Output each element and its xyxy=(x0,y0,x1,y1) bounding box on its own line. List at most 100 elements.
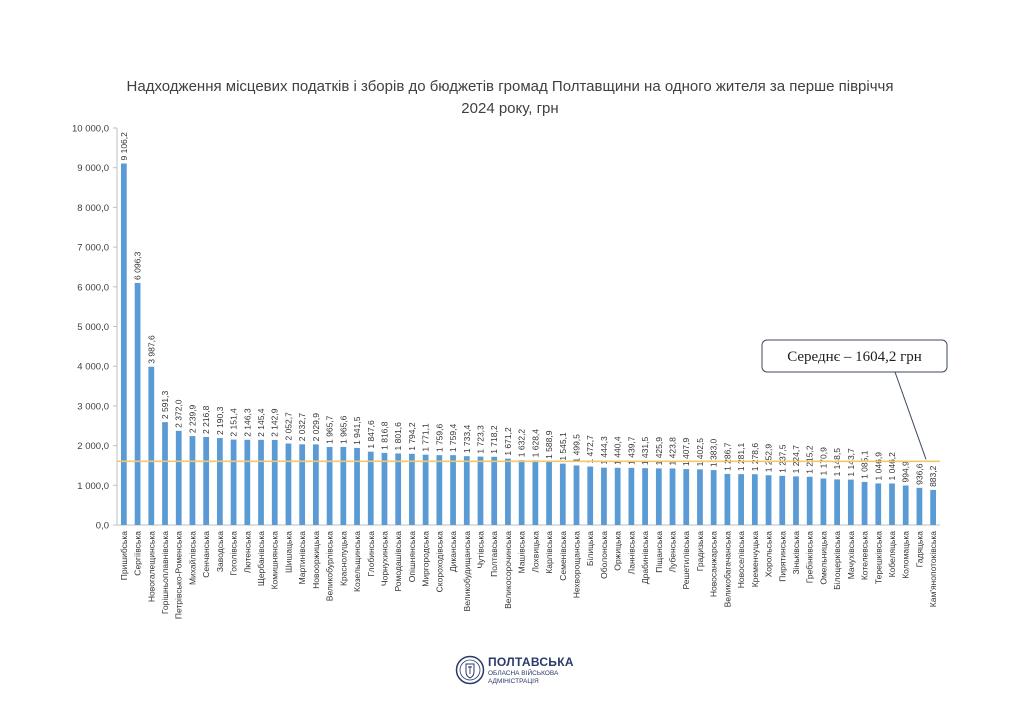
x-tick-label: Миргородська xyxy=(421,531,431,587)
data-label: 1 444,3 xyxy=(599,436,609,465)
data-label: 1 286,7 xyxy=(722,442,732,471)
bar xyxy=(340,446,347,525)
bar xyxy=(216,438,223,525)
x-tick-label: Гоголівська xyxy=(229,531,239,576)
data-label: 2 372,0 xyxy=(174,399,184,428)
x-tick-label: Великобагачанська xyxy=(722,531,732,608)
x-tick-label: Новогалещинська xyxy=(146,531,156,602)
bar xyxy=(601,467,607,525)
bar xyxy=(642,468,648,525)
data-label: 1 801,6 xyxy=(393,422,403,451)
average-callout-box xyxy=(761,339,948,373)
bar xyxy=(162,422,168,525)
data-label: 1 046,9 xyxy=(873,452,883,481)
bar xyxy=(409,453,415,525)
bar xyxy=(203,436,210,525)
bar xyxy=(258,439,264,525)
bar xyxy=(532,460,539,525)
y-tick-label: 2 000,0 xyxy=(77,441,109,452)
x-tick-label: Нехворощанська xyxy=(572,531,582,599)
data-label: 1 545,1 xyxy=(558,432,568,461)
bar xyxy=(587,466,594,525)
data-label: 1 628,4 xyxy=(530,429,540,458)
y-tick-label: 1 000,0 xyxy=(77,481,109,492)
y-tick-label: 10 000,0 xyxy=(72,124,109,135)
x-tick-label: Білицька xyxy=(585,531,595,566)
x-tick-label: Новосанжарська xyxy=(709,531,719,597)
bar xyxy=(697,469,703,525)
x-tick-label: Омельницька xyxy=(818,531,828,585)
bar xyxy=(546,461,552,525)
data-label: 1 440,4 xyxy=(613,436,623,465)
bar xyxy=(148,366,155,525)
bar xyxy=(902,485,909,525)
x-tick-label: Чорнухинська xyxy=(379,531,389,586)
x-tick-label: Лютенська xyxy=(242,531,252,574)
x-tick-label: Шишацька xyxy=(283,531,293,573)
data-label: 2 032,7 xyxy=(297,413,307,442)
y-tick-label: 9 000,0 xyxy=(77,163,109,174)
data-label: 2 216,8 xyxy=(201,405,211,434)
bar xyxy=(916,487,923,525)
x-tick-label: Машівська xyxy=(517,531,527,574)
bar xyxy=(806,476,813,525)
chart-title: Надходження місцевих податків і зборів д… xyxy=(126,78,894,117)
data-label: 1 439,7 xyxy=(626,436,636,465)
data-label: 1 237,5 xyxy=(777,444,787,473)
x-tick-label: Щербанівська xyxy=(256,531,266,586)
x-tick-label: Кобеляцька xyxy=(887,531,897,578)
bar xyxy=(326,446,333,525)
x-tick-label: Петрівсько-Роменська xyxy=(174,531,184,619)
bar xyxy=(505,458,511,525)
x-tick-label: Хорольська xyxy=(764,531,774,578)
bar xyxy=(395,453,402,525)
data-label: 2 591,3 xyxy=(160,390,170,419)
data-label: 1 671,2 xyxy=(503,427,513,456)
y-tick-label: 8 000,0 xyxy=(77,203,109,214)
y-tick-label: 6 000,0 xyxy=(77,282,109,293)
data-label: 1 425,9 xyxy=(654,437,664,466)
x-tick-label: Сергіївська xyxy=(133,531,143,576)
x-tick-label: Великобурлівська xyxy=(325,531,335,601)
coat-of-arms-icon xyxy=(455,655,485,685)
bar xyxy=(230,439,237,525)
data-label: 994,9 xyxy=(901,461,911,483)
bar xyxy=(779,475,786,525)
x-tick-label: Михайлівська xyxy=(187,531,197,585)
data-label: 1 723,3 xyxy=(475,425,485,454)
x-tick-label: Диканська xyxy=(448,531,458,572)
x-tick-label: Кременчуцька xyxy=(750,531,760,588)
data-label: 883,2 xyxy=(928,465,938,487)
x-tick-label: Лубенська xyxy=(668,531,678,573)
bar xyxy=(175,430,182,525)
data-label: 1 632,2 xyxy=(517,429,527,458)
x-tick-label: Великосорочинська xyxy=(503,531,513,609)
x-tick-label: Комишнянська xyxy=(270,531,280,590)
data-label: 1 847,6 xyxy=(366,420,376,449)
x-tick-label: Драбинівська xyxy=(640,531,650,584)
data-label: 2 052,7 xyxy=(283,412,293,441)
data-label: 1 215,2 xyxy=(805,445,815,474)
data-label: 9 106,2 xyxy=(119,132,129,161)
bar xyxy=(422,454,429,525)
data-label: 1 224,7 xyxy=(791,445,801,474)
data-label: 1 281,1 xyxy=(736,443,746,472)
data-label: 1 965,7 xyxy=(325,415,335,444)
data-label: 1 402,5 xyxy=(695,438,705,467)
data-label: 1 816,8 xyxy=(379,421,389,450)
x-tick-label: Коломацька xyxy=(901,531,911,579)
bar xyxy=(669,468,676,525)
data-label: 1 046,2 xyxy=(887,452,897,481)
x-tick-label: Глобинська xyxy=(366,531,376,577)
data-label: 2 142,9 xyxy=(270,408,280,437)
bar xyxy=(614,467,621,525)
x-tick-label: Оболонська xyxy=(599,531,609,579)
average-annotation: Середнє – 1604,2 грн xyxy=(117,339,948,463)
bar xyxy=(436,455,443,525)
chart-axes: 0,0 1 000,0 2 000,0 3 000,0 4 000,0 5 000,0 6 … xyxy=(72,124,940,532)
bar xyxy=(628,467,635,525)
x-tick-label: Ланнівська xyxy=(626,531,636,575)
data-label: 1 472,7 xyxy=(585,435,595,464)
organization-name: ПОЛТАВСЬКА xyxy=(488,655,574,669)
bar xyxy=(450,455,456,525)
